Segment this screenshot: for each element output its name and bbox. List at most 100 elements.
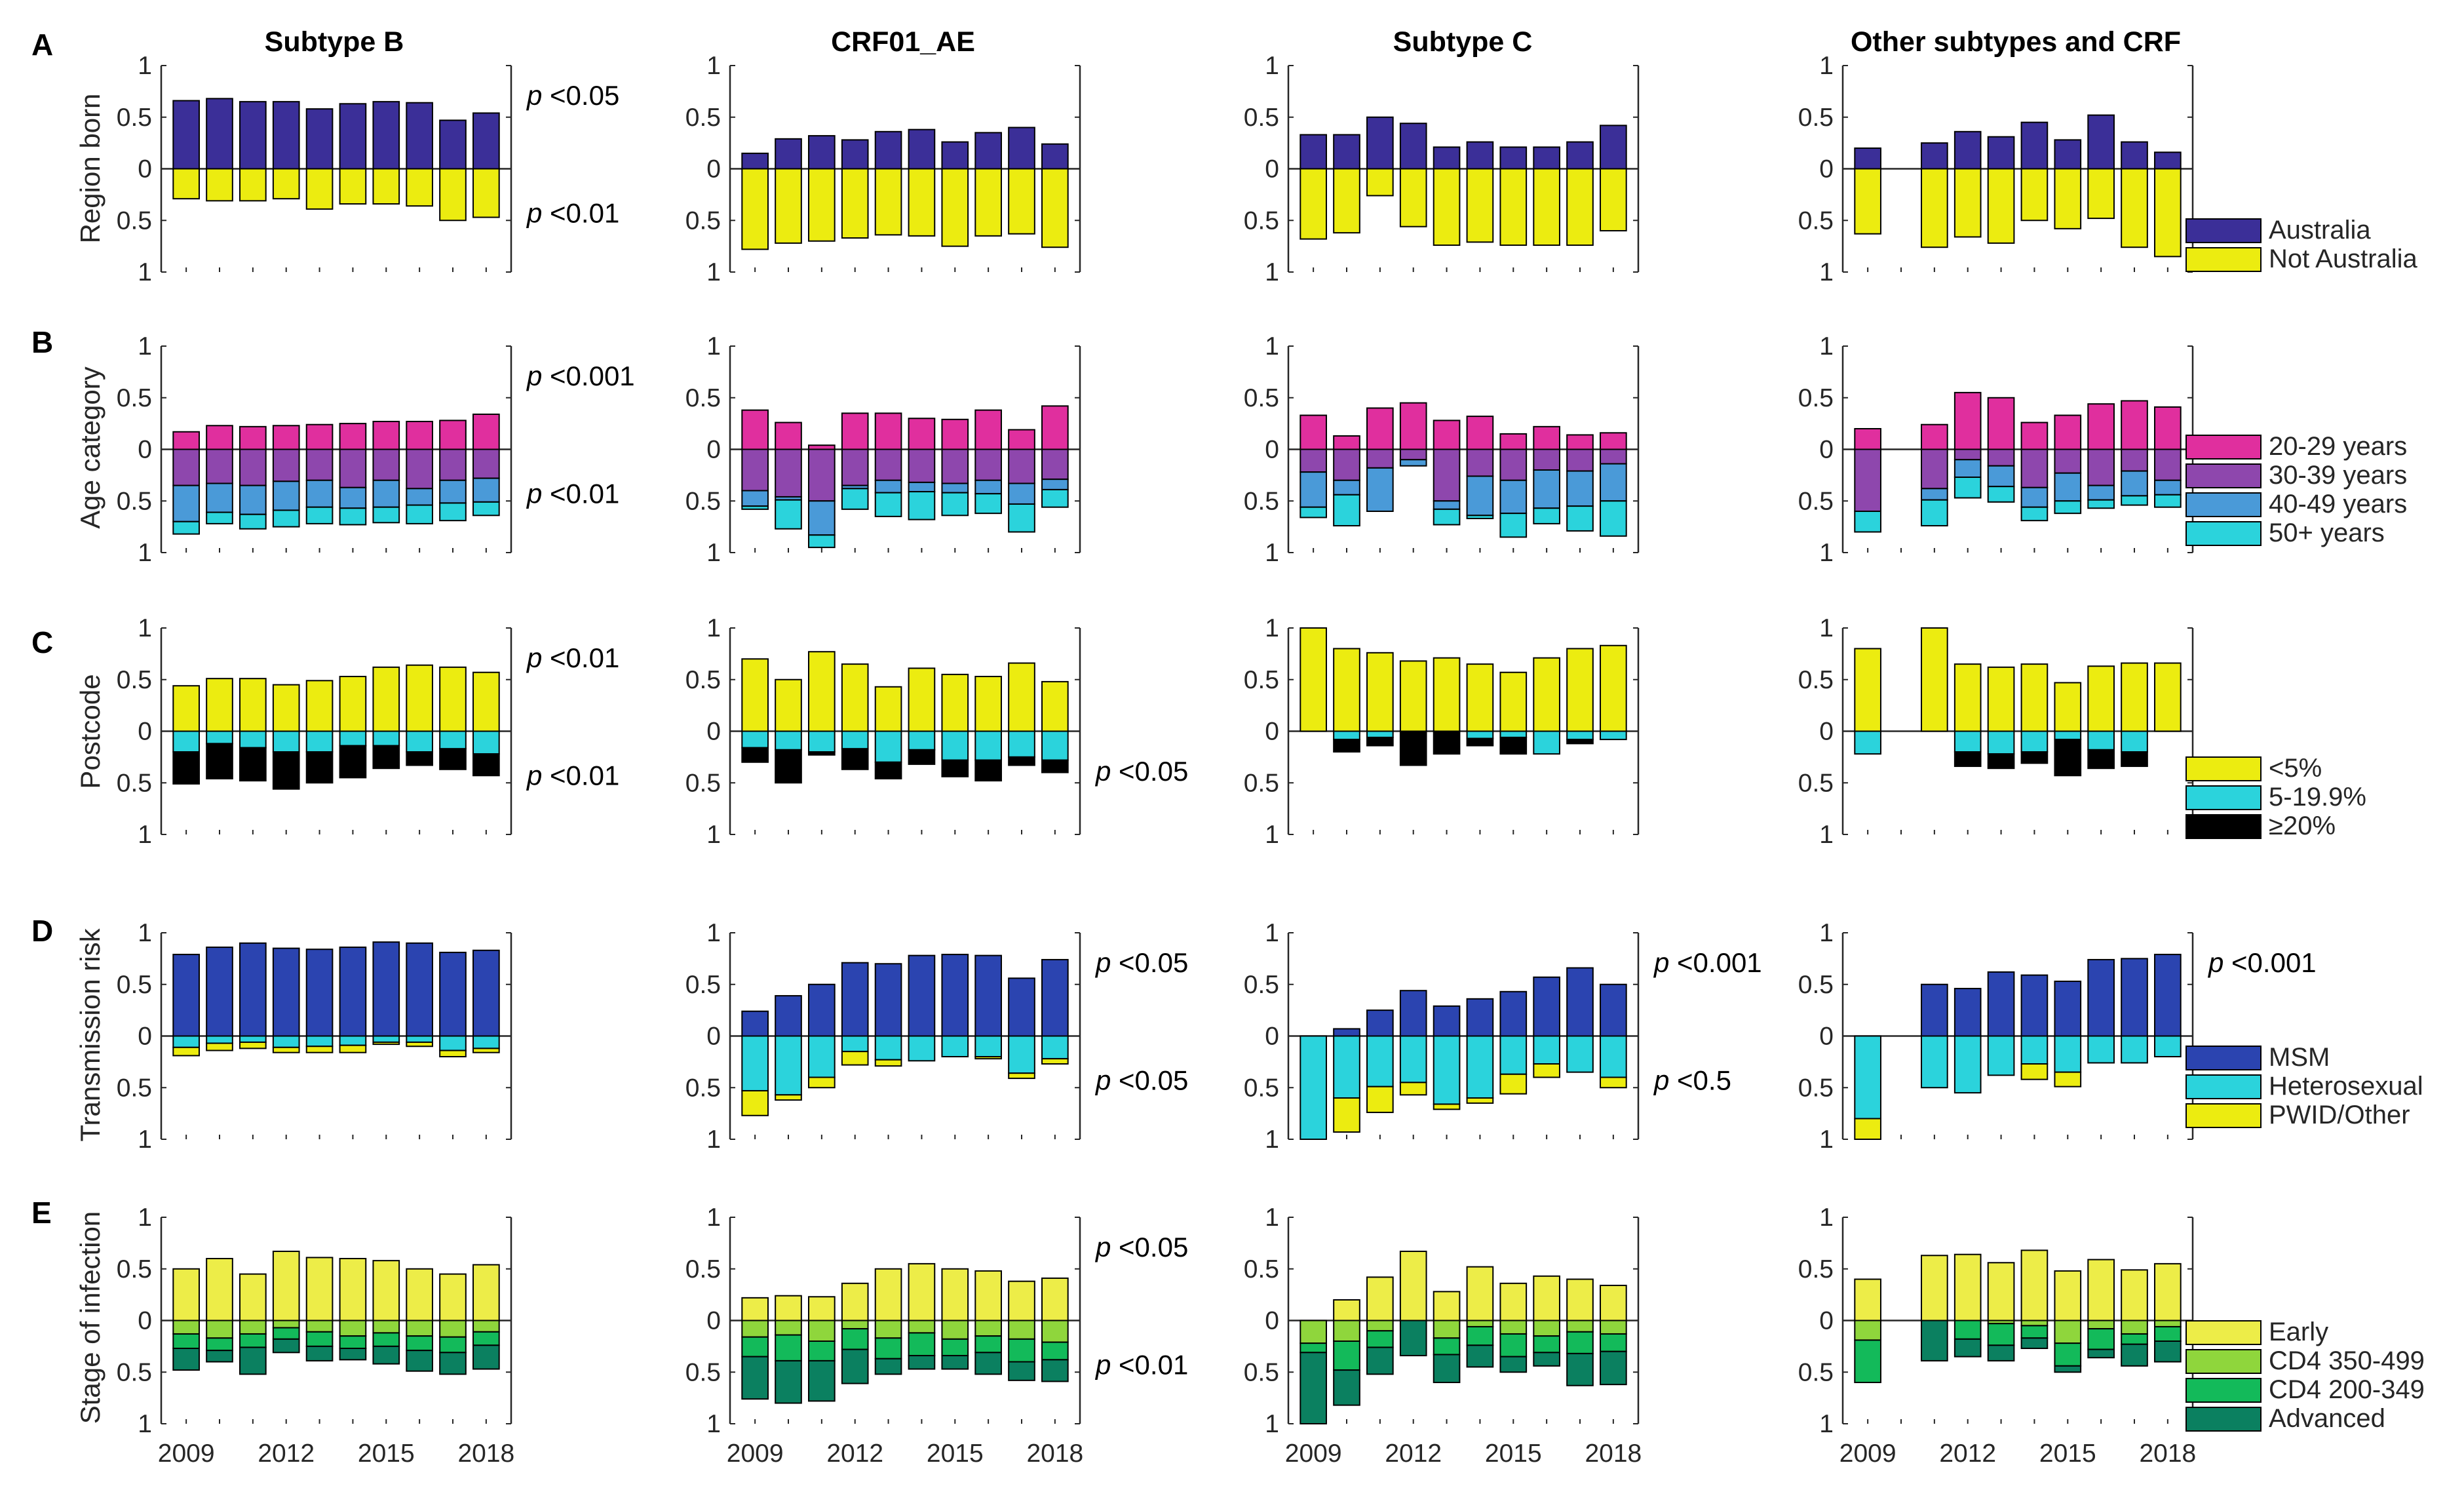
bar-down-2014-s2 bbox=[339, 486, 367, 509]
bar-down-2014-s1 bbox=[339, 730, 367, 747]
bar-down-2011-s2 bbox=[1366, 467, 1394, 512]
bar-down-2018-s1 bbox=[1600, 730, 1627, 741]
bar-down-2009-s2 bbox=[1854, 1339, 1881, 1384]
bar-down-2013-s1 bbox=[1987, 168, 2015, 244]
x-tick-label: 2012 bbox=[258, 1439, 315, 1468]
bar-down-2017-s2 bbox=[1566, 739, 1594, 745]
bar-down-2018-s2 bbox=[1600, 1333, 1627, 1352]
bar-down-2010-s2 bbox=[1333, 1097, 1360, 1133]
legend-label: 40-49 years bbox=[2269, 490, 2407, 519]
bar-up-2013 bbox=[305, 423, 334, 450]
y-tick-label: 0.5 bbox=[1798, 384, 1834, 412]
bar-down-2010-s2 bbox=[775, 749, 802, 784]
bar-down-2015-s1 bbox=[372, 1320, 400, 1334]
legend-label: Heterosexual bbox=[2269, 1072, 2423, 1101]
bar-up-2009 bbox=[172, 1268, 200, 1321]
bar-down-2015-s1 bbox=[2054, 448, 2082, 474]
bar-down-2011-s1 bbox=[808, 730, 836, 753]
bar-down-2013-s1 bbox=[874, 1035, 902, 1061]
y-tick-label: 0 bbox=[1819, 718, 1834, 746]
y-tick-label: 0 bbox=[138, 155, 152, 184]
legend-label: 20-29 years bbox=[2269, 432, 2407, 461]
y-tick-label: 0 bbox=[1265, 436, 1279, 464]
bar-up-2011 bbox=[1366, 407, 1394, 450]
bar-up-2011 bbox=[808, 135, 836, 170]
bar-down-2015-s1 bbox=[1499, 1035, 1528, 1075]
x-tick-label: 2018 bbox=[2139, 1439, 2196, 1468]
bar-down-2011-s2 bbox=[808, 1341, 836, 1361]
y-tick-label: 1 bbox=[1819, 52, 1834, 80]
bar-down-2010-s1 bbox=[1333, 1320, 1360, 1342]
bar-down-2015-s1 bbox=[2054, 1320, 2082, 1344]
bar-down-2013-s2 bbox=[1433, 730, 1461, 755]
bar-down-2014-s1 bbox=[2020, 168, 2049, 222]
bar-down-2012-s2 bbox=[1954, 459, 1982, 479]
bar-down-2014-s1 bbox=[908, 1320, 936, 1334]
chart-panels: 1 0.5 0 0.5 1 p <0.05 p <0.01 1 0.5 0 0.5 1 1 0.5 0 0.5… bbox=[117, 52, 2317, 1468]
bar-up-2013 bbox=[305, 1257, 334, 1321]
bar-up-2011 bbox=[1921, 1255, 1948, 1321]
legend-label: PWID/Other bbox=[2269, 1101, 2410, 1129]
bar-up-2018 bbox=[1600, 125, 1627, 170]
bar-down-2015-s3 bbox=[2054, 1365, 2082, 1373]
bar-down-2013-s1 bbox=[874, 1320, 902, 1339]
column-title-subtype-b: Subtype B bbox=[265, 26, 404, 58]
bar-up-2016 bbox=[974, 132, 1002, 170]
bar-down-2009-s3 bbox=[1299, 506, 1327, 519]
bar-down-2018-s3 bbox=[1600, 500, 1627, 537]
bar-down-2016-s2 bbox=[2087, 484, 2115, 501]
bar-down-2017-s3 bbox=[439, 1352, 467, 1375]
bar-down-2017-s1 bbox=[2121, 448, 2148, 472]
bar-down-2018-s2 bbox=[472, 753, 500, 777]
bar-down-2013-s2 bbox=[1987, 753, 2015, 770]
bar-down-2014-s2 bbox=[339, 1044, 367, 1053]
bar-down-2017-s2 bbox=[1566, 1331, 1594, 1354]
bar-down-2011-s1 bbox=[1366, 730, 1394, 738]
bar-down-2018-s2 bbox=[472, 477, 500, 503]
bar-down-2013-s1 bbox=[874, 448, 902, 481]
bar-down-2011-s1 bbox=[1921, 448, 1948, 490]
bar-up-2013 bbox=[1987, 971, 2015, 1037]
bar-down-2016-s3 bbox=[406, 1350, 433, 1372]
bar-up-2017 bbox=[439, 951, 467, 1037]
bar-down-2013-s2 bbox=[305, 1046, 334, 1053]
y-tick-label: 0.5 bbox=[117, 487, 152, 515]
bar-down-2018-s2 bbox=[1041, 1341, 1069, 1361]
bar-down-2018-s2 bbox=[1600, 463, 1627, 502]
bar-down-2013-s1 bbox=[1433, 448, 1461, 502]
bar-down-2013-s1 bbox=[1433, 168, 1461, 246]
bar-up-2011 bbox=[1366, 116, 1394, 170]
panel-row4-col2: 1 0.5 0 0.5 1 p <0.05 p <0.05 bbox=[685, 919, 1189, 1154]
bar-down-2017-s1 bbox=[439, 1035, 467, 1051]
bar-down-2013-s1 bbox=[305, 448, 334, 481]
panel-row3-col1: 1 0.5 0 0.5 1 p <0.01 p <0.01 bbox=[117, 614, 620, 849]
bar-up-2009 bbox=[1299, 134, 1327, 170]
bar-down-2010-s1 bbox=[206, 168, 233, 202]
bar-up-2010 bbox=[206, 425, 233, 450]
y-tick-label: 0.5 bbox=[1798, 1255, 1834, 1283]
y-tick-label: 0.5 bbox=[117, 206, 152, 235]
bar-up-2017 bbox=[1566, 967, 1594, 1037]
bar-down-2013-s3 bbox=[305, 506, 334, 524]
bar-down-2011-s2 bbox=[1366, 736, 1394, 747]
bar-down-2014-s2 bbox=[2020, 1063, 2049, 1080]
bar-down-2009-s3 bbox=[741, 505, 769, 510]
y-tick-label: 0.5 bbox=[685, 1358, 721, 1386]
bar-down-2012-s3 bbox=[1954, 1338, 1982, 1358]
significance-annotation: p <0.05 bbox=[1094, 1232, 1188, 1262]
bar-up-2017 bbox=[1008, 977, 1035, 1037]
bar-down-2014-s2 bbox=[339, 1335, 367, 1350]
bar-down-2018-s1 bbox=[472, 730, 500, 755]
bar-down-2010-s1 bbox=[206, 448, 233, 484]
bar-down-2014-s1 bbox=[908, 1035, 936, 1062]
y-tick-label: 0.5 bbox=[117, 1358, 152, 1386]
significance-annotation: p <0.05 bbox=[1094, 1065, 1188, 1095]
bar-down-2014-s1 bbox=[908, 730, 936, 751]
bar-down-2009-s2 bbox=[741, 747, 769, 763]
legend-swatch bbox=[2185, 247, 2262, 272]
bar-down-2018-s1 bbox=[1600, 1320, 1627, 1335]
